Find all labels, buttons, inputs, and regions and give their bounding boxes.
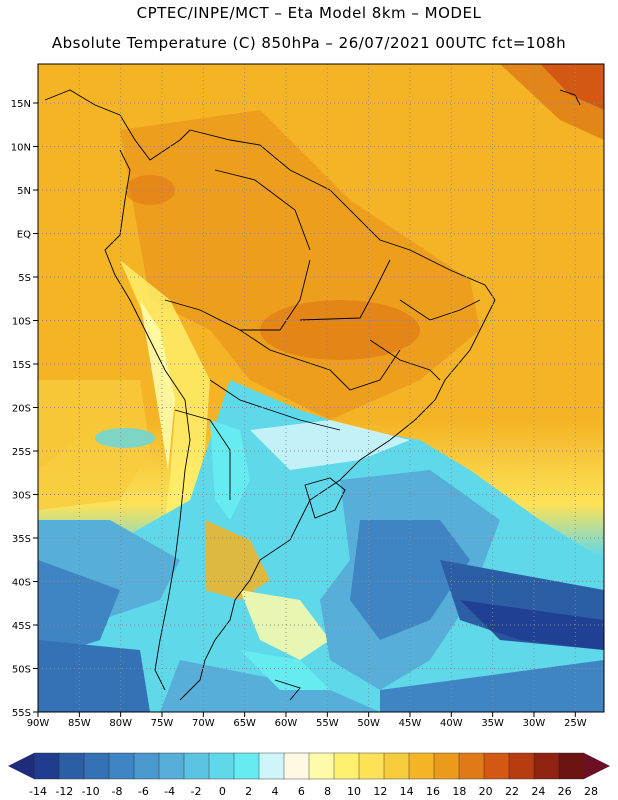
colorbar-swatch: [133, 752, 160, 780]
colorbar-swatch: [433, 752, 460, 780]
lat-label: 30S: [12, 491, 31, 502]
lon-label: 40W: [440, 718, 463, 729]
colorbar-label: 0: [219, 785, 226, 798]
lat-label: 5S: [18, 273, 31, 284]
colorbar-max-arrow: [584, 753, 610, 779]
lon-label: 35W: [481, 718, 504, 729]
colorbar-label: 14: [400, 785, 414, 798]
colorbar-label: -10: [82, 785, 100, 798]
lat-label: 40S: [12, 578, 31, 589]
colorbar-label: 22: [505, 785, 519, 798]
lon-label: 60W: [275, 718, 298, 729]
lon-label: 80W: [109, 718, 132, 729]
title-line-2: Absolute Temperature (C) 850hPa – 26/07/…: [51, 34, 567, 52]
colorbar-swatch: [158, 752, 185, 780]
colorbar: -14 -12 -10 -8 -6 -4 -2 0 2 4 6 8 10 12 14 16 18 20 22 24 26…: [8, 752, 610, 798]
colorbar-label: -6: [138, 785, 149, 798]
colorbar-label: 26: [558, 785, 572, 798]
map-frame: [37, 63, 605, 713]
lat-label: 35S: [12, 534, 31, 545]
colorbar-swatch: [358, 752, 385, 780]
lat-label: 5N: [17, 186, 31, 197]
lat-label: 20S: [12, 404, 31, 415]
colorbar-label: -12: [55, 785, 73, 798]
lon-label: 70W: [192, 718, 215, 729]
lat-label: 10N: [11, 143, 31, 154]
colorbar-label: 18: [452, 785, 466, 798]
colorbar-swatch: [458, 752, 485, 780]
colorbar-label: -4: [164, 785, 175, 798]
colorbar-label: -8: [112, 785, 123, 798]
colorbar-swatch: [308, 752, 335, 780]
colorbar-swatch: [233, 752, 260, 780]
coastlines: [44, 89, 581, 701]
colorbar-label: 16: [426, 785, 440, 798]
temperature-field: [38, 64, 604, 712]
colorbar-label: 4: [272, 785, 279, 798]
colorbar-swatch: [508, 752, 535, 780]
lat-label: EQ: [17, 230, 31, 241]
colorbar-swatch: [558, 752, 585, 780]
lon-label: 45W: [399, 718, 422, 729]
lon-label: 25W: [564, 718, 587, 729]
lat-label: 55S: [12, 708, 31, 719]
colorbar-swatch: [58, 752, 85, 780]
lat-label: 50S: [12, 665, 31, 676]
colorbar-label: -2: [191, 785, 202, 798]
colorbar-label: 6: [298, 785, 305, 798]
graticule: [38, 64, 604, 712]
colorbar-swatch: [533, 752, 560, 780]
colorbar-swatch: [83, 752, 110, 780]
colorbar-swatch: [258, 752, 285, 780]
colorbar-label: 20: [479, 785, 493, 798]
colorbar-swatch: [383, 752, 410, 780]
colorbar-swatch: [183, 752, 210, 780]
lon-label: 55W: [316, 718, 339, 729]
colorbar-swatch: [483, 752, 510, 780]
colorbar-swatch: [408, 752, 435, 780]
colorbar-swatch: [33, 752, 60, 780]
axis-ticks: 90W 85W 80W 75W 70W 65W 60W 55W 50W 45W 40W 35W 30W 2…: [11, 99, 587, 729]
colorbar-swatch: [283, 752, 310, 780]
colorbar-label: 8: [324, 785, 331, 798]
colorbar-label: 24: [531, 785, 545, 798]
lon-label: 85W: [68, 718, 91, 729]
lon-label: 65W: [233, 718, 256, 729]
colorbar-label: 2: [245, 785, 252, 798]
colorbar-label: 10: [347, 785, 361, 798]
lat-label: 45S: [12, 621, 31, 632]
lat-label: 15N: [11, 99, 31, 110]
lat-label: 15S: [12, 360, 31, 371]
lon-label: 90W: [27, 718, 50, 729]
title-line-1: CPTEC/INPE/MCT – Eta Model 8km – MODEL: [136, 4, 482, 22]
colorbar-swatch: [333, 752, 360, 780]
colorbar-label: 12: [373, 785, 387, 798]
colorbar-min-arrow: [8, 753, 34, 779]
lon-label: 75W: [151, 718, 174, 729]
lat-label: 10S: [12, 317, 31, 328]
colorbar-label: 28: [584, 785, 598, 798]
colorbar-swatch: [208, 752, 235, 780]
lon-label: 50W: [357, 718, 380, 729]
colorbar-swatch: [108, 752, 135, 780]
lat-label: 25S: [12, 447, 31, 458]
lon-label: 30W: [523, 718, 546, 729]
colorbar-label: -14: [29, 785, 47, 798]
